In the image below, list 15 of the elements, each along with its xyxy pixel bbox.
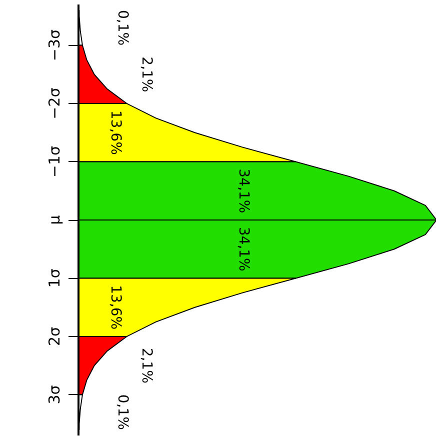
annotation: 2,1% bbox=[138, 56, 154, 92]
y-tick-label: −1σ bbox=[46, 145, 64, 178]
y-tick-label: 3σ bbox=[46, 384, 64, 404]
annotation: 2,1% bbox=[138, 348, 154, 384]
annotation: 0,1% bbox=[114, 394, 130, 430]
y-tick-label: μ bbox=[46, 214, 64, 225]
y-tick-label: 1σ bbox=[46, 268, 64, 288]
annotation: 34,1% bbox=[236, 226, 252, 272]
annotation: 13,6% bbox=[108, 110, 124, 155]
y-tick-label: 2σ bbox=[46, 326, 64, 346]
annotation: 13,6% bbox=[108, 285, 124, 330]
y-tick-label: −3σ bbox=[46, 28, 64, 62]
annotation: 0,1% bbox=[114, 10, 130, 46]
annotation: 34,1% bbox=[236, 168, 252, 214]
y-tick-label: −2σ bbox=[46, 87, 64, 120]
